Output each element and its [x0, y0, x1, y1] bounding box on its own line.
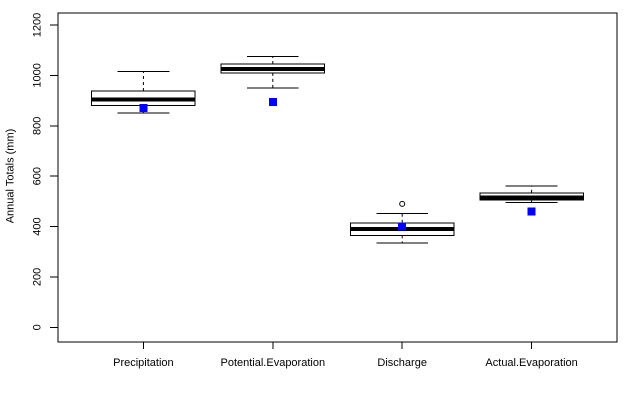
y-tick-label: 1000 — [32, 63, 44, 87]
y-tick-label: 200 — [32, 268, 44, 286]
y-axis-title: Annual Totals (mm) — [5, 129, 17, 224]
y-tick-label: 400 — [32, 217, 44, 235]
x-tick-label-discharge: Discharge — [377, 357, 427, 369]
mean-marker-precipitation — [139, 104, 148, 113]
mean-marker-discharge — [398, 222, 407, 231]
y-tick-label: 800 — [32, 117, 44, 135]
outlier-point-discharge — [399, 200, 406, 207]
x-tick-label-precipitation: Precipitation — [113, 357, 174, 369]
plot-border — [57, 12, 618, 343]
y-tick-label: 600 — [32, 167, 44, 185]
mean-marker-potential-evaporation — [268, 97, 277, 106]
mean-marker-actual-evaporation — [527, 207, 536, 216]
x-tick-label-potential-evaporation: Potential.Evaporation — [221, 357, 326, 369]
y-tick-label: 1200 — [32, 13, 44, 37]
x-tick-label-actual-evaporation: Actual.Evaporation — [485, 357, 577, 369]
y-tick-label: 0 — [32, 324, 44, 330]
